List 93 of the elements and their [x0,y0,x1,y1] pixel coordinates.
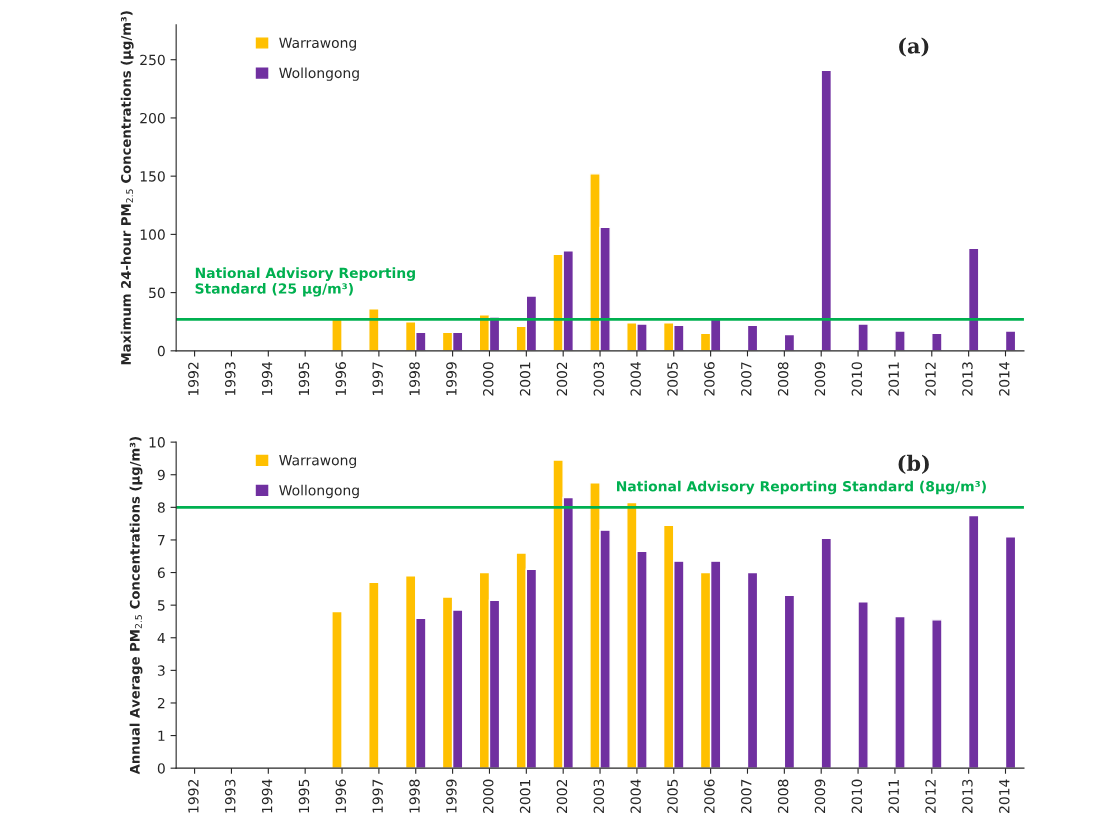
x-tick-label: 2006 [704,362,715,396]
y-tick-label: 250 [140,54,165,66]
x-tick-label: 2012 [925,362,936,396]
bar [331,318,343,351]
y-tick-label: 100 [140,229,165,240]
x-tick-label: 2013 [962,362,973,396]
y-tick-label: 1 [158,730,165,741]
y-tick-label: 3 [157,665,165,676]
x-tick-label: 2001 [519,779,531,813]
x-tick-label: 2009 [814,362,826,396]
x-tick-label: 1997 [372,779,383,813]
legend-label: Warrawong [279,37,356,51]
y-tick-label: 4 [157,632,165,644]
x-tick-label: 2001 [519,362,531,396]
x-tick-label: 2011 [888,779,899,813]
x-tick-label: 2011 [888,362,899,396]
x-tick-label: 2003 [593,779,605,813]
x-tick-label: 1995 [298,779,310,813]
x-tick-label: 2010 [851,779,863,813]
x-tick-label: 2005 [667,362,678,396]
bar [331,610,343,769]
x-tick-label: 2013 [962,779,973,813]
x-tick-label: 2002 [556,362,568,396]
x-tick-label: 1996 [335,362,347,396]
ref-line-label: National Advisory Reporting Standard (8μg/m³) [617,480,986,495]
x-tick-label: 2010 [851,362,863,396]
y-tick-label: 200 [140,112,165,124]
y-axis-title: Maximum 24-hour PM$_{2.5}$ Concentrations (μg/m³) [120,11,134,365]
bar [857,601,869,769]
x-tick-label: 1998 [409,362,420,396]
x-tick-label: 2007 [741,362,752,396]
bar [967,247,980,351]
x-tick-label: 2006 [704,779,715,813]
bar [894,330,906,351]
x-tick-label: 2014 [999,779,1010,813]
x-tick-label: 2007 [741,779,752,813]
bar [368,581,380,769]
x-tick-label: 1999 [446,779,457,813]
x-tick-label: 2003 [593,362,605,396]
x-tick-label: 2012 [925,779,936,813]
x-tick-label: 1994 [261,362,273,396]
y-tick-label: 0 [157,763,165,774]
annotation: (a) [899,37,929,57]
legend-label: Warrawong [279,455,356,469]
bar [931,332,943,351]
x-tick-label: 1999 [446,362,457,396]
x-tick-label: 2004 [630,779,641,813]
bar [746,571,759,769]
x-tick-label: 1996 [335,779,347,813]
x-tick-label: 2000 [482,362,494,396]
bar [820,69,833,351]
bar [967,514,980,769]
x-tick-label: 2002 [556,779,568,813]
x-tick-label: 1994 [261,779,273,813]
bar [857,323,869,351]
y-tick-label: 6 [157,567,165,579]
y-tick-label: 8 [157,502,165,513]
y-tick-label: 50 [149,287,165,299]
bar [1004,330,1017,351]
annotation: (b) [898,454,929,474]
y-tick-label: 150 [140,171,165,182]
x-tick-label: 1998 [409,779,420,813]
y-tick-label: 7 [158,535,165,546]
x-tick-label: 1993 [224,362,236,396]
x-tick-label: 2008 [777,779,789,813]
x-tick-label: 2000 [482,779,494,813]
x-tick-label: 1997 [372,362,383,396]
x-tick-label: 2004 [630,362,641,396]
ref-line-label: National Advisory Reporting Standard (25 μg/m³) [195,267,415,297]
x-tick-label: 2014 [999,362,1010,396]
x-tick-label: 1993 [224,779,236,813]
bar [894,615,906,769]
bar [1004,535,1017,769]
y-axis-title: Annual Average PM$_{2.5}$ Concentrations (μg/m³) [129,437,143,775]
y-tick-label: 2 [157,697,165,709]
x-tick-label: 2005 [667,779,678,813]
bar [783,594,796,769]
bar [820,537,833,769]
legend-label: Wollongong [279,484,359,499]
bar [746,324,759,351]
x-tick-label: 1995 [298,362,310,396]
y-tick-label: 5 [157,600,165,611]
legend-label: Wollongong [279,67,359,81]
y-tick-label: 9 [157,469,165,481]
x-tick-label: 2008 [777,362,789,396]
x-tick-label: 1992 [188,362,199,396]
bar [368,308,380,351]
bar [931,619,943,769]
bar [783,333,796,351]
x-tick-label: 2009 [814,779,826,813]
y-tick-label: 0 [157,345,165,357]
y-tick-label: 10 [149,437,165,448]
x-tick-label: 1992 [188,779,199,813]
